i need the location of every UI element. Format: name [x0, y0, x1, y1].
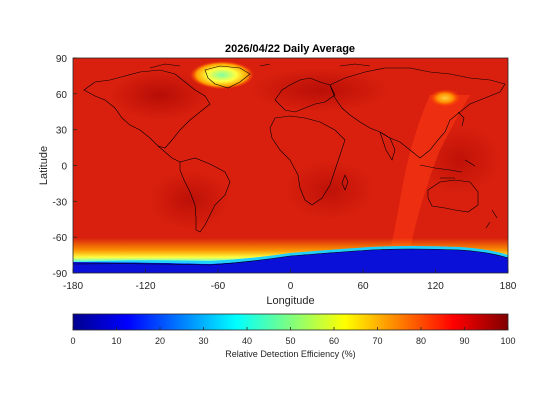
colorbar-tick-label: 100	[500, 336, 515, 346]
colorbar-tick-label: 10	[111, 336, 121, 346]
lat-tick-label: -90	[53, 269, 68, 280]
colorbar-tick-label: 70	[372, 336, 382, 346]
heat-field	[73, 58, 508, 273]
lon-tick-label: 120	[427, 281, 444, 292]
lat-tick-label: -60	[53, 233, 68, 244]
arctic-islands-coast	[149, 63, 371, 69]
colorbar-tick-label: 60	[329, 336, 339, 346]
lon-tick-label: 180	[500, 281, 517, 292]
sea-islands-coast	[419, 159, 476, 179]
australia-coast	[427, 179, 479, 213]
lon-tick-label: 60	[357, 281, 369, 292]
colorbar-tick-label: 20	[155, 336, 165, 346]
lon-tick-label: -180	[63, 281, 83, 292]
map-title: 2026/04/22 Daily Average	[225, 43, 355, 55]
dark-patch	[250, 68, 390, 112]
colorbar: 0 10 20 30 40 50 60 70 80 90 100 Relativ…	[70, 313, 516, 359]
colorbar-tick-label: 40	[242, 336, 252, 346]
colorbar-tick-label: 0	[70, 336, 75, 346]
greenland-spot	[190, 61, 254, 89]
lat-tick-label: 90	[56, 54, 68, 65]
greenland-coast	[204, 65, 251, 89]
x-axis-label: Longitude	[266, 295, 314, 307]
colorbar-tick-label: 30	[198, 336, 208, 346]
coastlines	[73, 63, 508, 266]
colorbar-tick-label: 80	[416, 336, 426, 346]
central-america-coast	[157, 145, 181, 163]
colorbar-ticks	[72, 327, 509, 330]
japan-coast	[457, 111, 465, 127]
colorbar-tick-label: 50	[285, 336, 295, 346]
lon-tick-label: -60	[211, 281, 226, 292]
lat-tick-label: 30	[56, 126, 68, 137]
antarctica-coast	[73, 248, 508, 266]
lat-tick-label: 0	[61, 162, 67, 173]
south-america-coast	[179, 157, 231, 233]
dark-patch	[110, 70, 210, 120]
lon-axis: -180 -120 -60 0 60 120 180	[63, 269, 517, 292]
lon-tick-label: 0	[288, 281, 294, 292]
lat-axis: 90 60 30 0 -30 -60 -90	[53, 54, 77, 280]
colorbar-label: Relative Detection Efficiency (%)	[225, 349, 355, 359]
north-america-coast	[83, 69, 211, 149]
africa-coast	[269, 115, 346, 206]
asia-spot	[429, 89, 461, 107]
new-zealand-coast	[485, 209, 498, 229]
lat-tick-label: -30	[53, 197, 68, 208]
india-coast	[379, 131, 396, 161]
europe-coast	[274, 77, 336, 113]
colorbar-tick-label: 90	[459, 336, 469, 346]
dark-patch	[285, 160, 375, 220]
bright-band	[390, 95, 470, 250]
antarctica-cyan-edge	[73, 246, 508, 264]
y-axis-label: Latitude	[38, 146, 50, 185]
lat-tick-label: 60	[56, 90, 68, 101]
madagascar-coast	[341, 174, 349, 191]
dark-patch	[150, 170, 230, 230]
lon-tick-label: -120	[135, 281, 155, 292]
antarctica-blue	[73, 249, 508, 273]
asia-coast	[329, 67, 506, 159]
colorbar-tick-labels: 0 10 20 30 40 50 60 70 80 90 100	[70, 336, 515, 346]
